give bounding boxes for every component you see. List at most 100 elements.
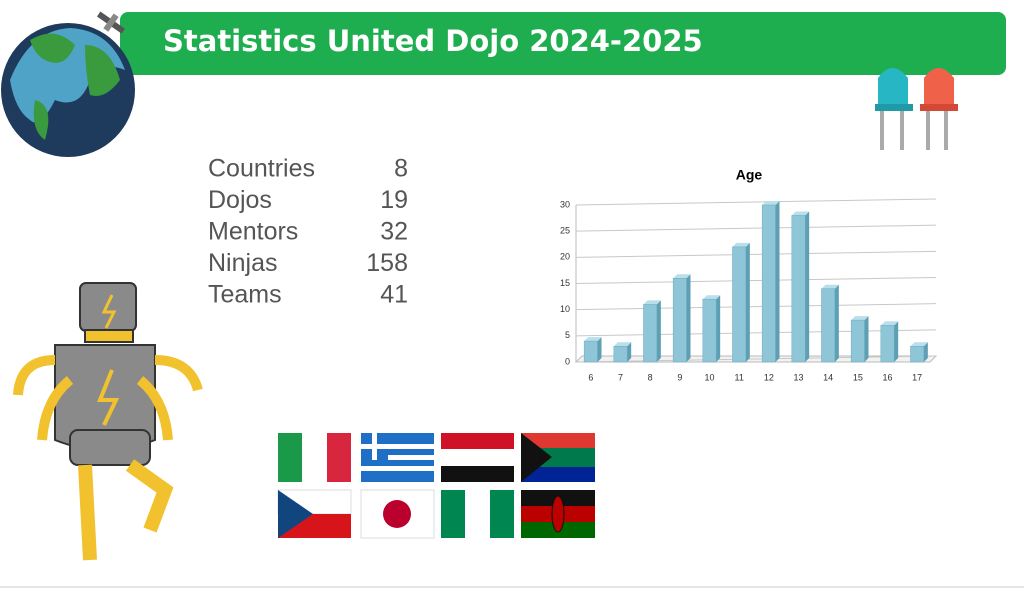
robot-illustration-part: [101, 294, 117, 329]
flags-part: [278, 433, 302, 482]
y-tick-label: 5: [565, 330, 570, 340]
bar: [761, 204, 776, 363]
bar-top: [910, 342, 928, 347]
slide-title: Statistics United Dojo 2024-2025: [163, 24, 703, 58]
robot-illustration-part: [84, 329, 134, 343]
bar-top: [762, 201, 780, 205]
title-banner: [120, 12, 1006, 75]
flags-part: [490, 490, 514, 538]
flags-part-part: [361, 466, 434, 471]
x-tick-label: 16: [882, 372, 892, 382]
globe-part: [96, 11, 125, 34]
y-tick-label: 20: [560, 252, 570, 262]
robot-illustration-part: [136, 376, 173, 441]
bar-top: [880, 321, 899, 326]
grid-line: [575, 303, 937, 311]
bar-top: [851, 316, 869, 321]
flags-part: [383, 500, 411, 528]
bar: [880, 325, 895, 363]
flags-part: [521, 467, 595, 482]
flags-part: [441, 449, 514, 466]
robot-illustration-part: [78, 464, 97, 561]
bar-side: [656, 300, 661, 362]
flags-part: [441, 433, 514, 449]
bar-side: [716, 295, 721, 362]
flags-part: [465, 490, 490, 538]
bar-side: [775, 201, 780, 362]
led-mascots-part: [924, 68, 954, 108]
bar-top: [643, 300, 661, 305]
x-tick-label: 13: [793, 372, 803, 382]
globe: [1, 11, 135, 157]
bar-side: [894, 321, 899, 362]
globe-part: [30, 33, 120, 140]
stat-value: 41: [380, 281, 408, 309]
grid-line: [575, 198, 937, 206]
robot-illustration-part: [13, 355, 56, 396]
flags-part: [441, 466, 514, 482]
led-mascots-part: [920, 104, 958, 111]
title-banner-part: [120, 12, 1006, 75]
led-mascots-part: [878, 68, 908, 108]
flags-part: [521, 433, 552, 482]
bar-side: [627, 342, 632, 362]
bar-top: [613, 342, 632, 347]
bar-side: [597, 337, 602, 362]
grid-line: [575, 277, 937, 284]
bar-top: [673, 274, 691, 279]
y-tick-label: 0: [565, 356, 570, 366]
robot-illustration-part: [125, 459, 174, 533]
bar-side: [745, 242, 750, 362]
flags-part: [361, 444, 434, 471]
bar: [910, 346, 925, 363]
x-tick-label: 10: [704, 372, 714, 382]
stat-label: Ninjas: [208, 249, 277, 277]
x-tick-label: 17: [912, 372, 922, 382]
bar-top: [702, 295, 721, 300]
x-tick-label: 6: [588, 372, 593, 382]
x-tick-label: 11: [734, 372, 743, 382]
flags-part: [441, 490, 465, 538]
stat-value: 19: [380, 186, 408, 214]
bar: [643, 304, 658, 363]
bar-top: [584, 337, 602, 342]
bar-side: [923, 342, 928, 362]
flags-part: [327, 433, 351, 482]
y-tick-label: 10: [560, 304, 570, 314]
flags-part-part: [361, 455, 434, 460]
y-tick-label: 25: [560, 226, 570, 236]
bar-side: [864, 316, 869, 362]
x-tick-label: 8: [648, 372, 653, 382]
stat-value: 8: [394, 155, 408, 183]
flags-part: [361, 444, 388, 449]
flags: [277, 433, 595, 539]
x-tick-label: 9: [677, 372, 682, 382]
bar: [672, 278, 687, 363]
bar: [702, 298, 717, 363]
bar: [850, 319, 865, 363]
robot-illustration: [13, 282, 203, 561]
globe-part-part: [103, 13, 119, 32]
bar: [613, 346, 628, 363]
x-tick-label: 15: [853, 372, 863, 382]
robot-illustration-part: [37, 376, 74, 441]
grid-line: [575, 250, 937, 258]
robot-illustration-part: [154, 355, 203, 392]
flags-part: [521, 433, 595, 448]
x-tick-label: 7: [618, 372, 623, 382]
x-tick-label: 12: [764, 372, 774, 382]
bar: [821, 288, 836, 363]
bar-top: [732, 242, 750, 247]
chart-title: Age: [736, 167, 763, 183]
bar-top: [791, 211, 810, 216]
flags-part-part: [361, 444, 434, 449]
bar: [791, 215, 806, 363]
bar-side: [834, 284, 839, 362]
grid-line: [575, 329, 937, 337]
grid-line: [575, 355, 937, 363]
robot-illustration-part: [69, 429, 151, 466]
bar: [732, 246, 747, 363]
bar-side: [805, 211, 810, 362]
